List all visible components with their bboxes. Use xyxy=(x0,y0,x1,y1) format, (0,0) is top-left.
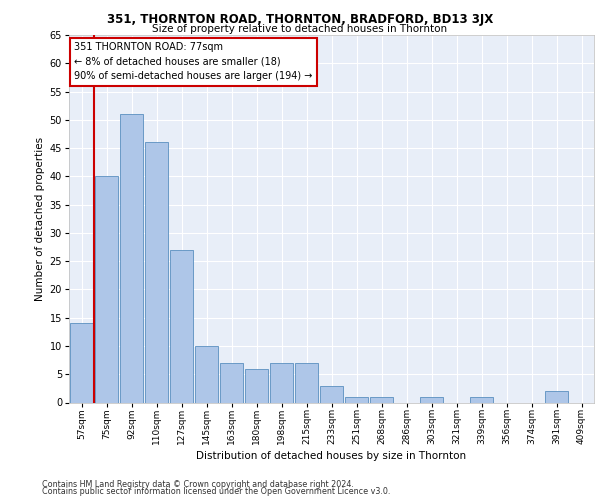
Y-axis label: Number of detached properties: Number of detached properties xyxy=(35,136,46,301)
Bar xyxy=(145,142,169,402)
Bar xyxy=(119,114,143,403)
Bar xyxy=(419,397,443,402)
Text: 351, THORNTON ROAD, THORNTON, BRADFORD, BD13 3JX: 351, THORNTON ROAD, THORNTON, BRADFORD, … xyxy=(107,12,493,26)
Bar xyxy=(220,363,244,403)
Bar xyxy=(95,176,118,402)
Bar xyxy=(269,363,293,403)
Text: Size of property relative to detached houses in Thornton: Size of property relative to detached ho… xyxy=(152,24,448,34)
Bar xyxy=(320,386,343,402)
Bar xyxy=(245,368,268,402)
Bar xyxy=(70,324,94,402)
Text: Contains public sector information licensed under the Open Government Licence v3: Contains public sector information licen… xyxy=(42,488,391,496)
Bar xyxy=(170,250,193,402)
Bar xyxy=(470,397,493,402)
Bar xyxy=(344,397,368,402)
Bar xyxy=(545,391,568,402)
Bar xyxy=(194,346,218,403)
Text: Contains HM Land Registry data © Crown copyright and database right 2024.: Contains HM Land Registry data © Crown c… xyxy=(42,480,354,489)
Bar xyxy=(370,397,394,402)
Bar xyxy=(295,363,319,403)
X-axis label: Distribution of detached houses by size in Thornton: Distribution of detached houses by size … xyxy=(196,452,467,462)
Text: 351 THORNTON ROAD: 77sqm
← 8% of detached houses are smaller (18)
90% of semi-de: 351 THORNTON ROAD: 77sqm ← 8% of detache… xyxy=(74,42,313,81)
